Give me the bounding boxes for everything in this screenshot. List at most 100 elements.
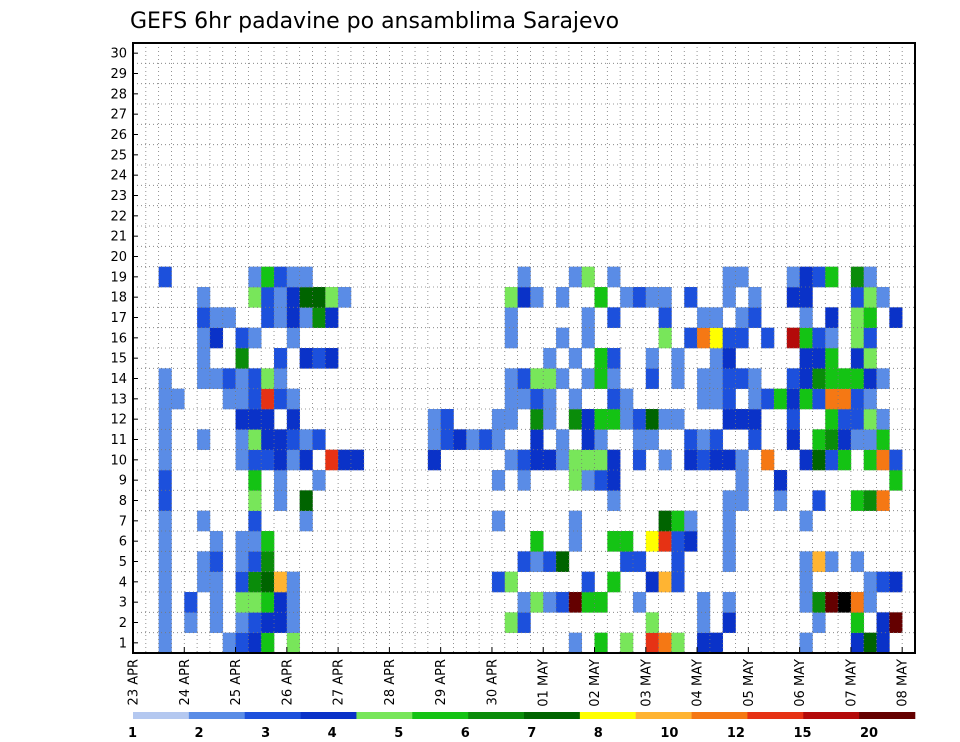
heatmap-cell <box>825 449 839 471</box>
y-tick-label: 20 <box>110 250 127 265</box>
y-tick-label: 22 <box>110 209 127 224</box>
heatmap-cell <box>274 368 288 389</box>
heatmap-cell <box>697 612 711 633</box>
heatmap-cell <box>209 592 224 613</box>
heatmap-cell <box>607 531 621 552</box>
heatmap-cell <box>863 632 877 654</box>
heatmap-cell <box>209 551 224 572</box>
heatmap-cell <box>761 388 775 410</box>
heatmap-cell <box>568 531 582 552</box>
heatmap-cell <box>607 490 621 511</box>
heatmap-cell <box>158 490 172 511</box>
heatmap-cell <box>158 592 172 613</box>
heatmap-cell <box>197 348 211 369</box>
heatmap-cell <box>530 368 544 389</box>
heatmap-cell <box>568 409 582 430</box>
heatmap-cell <box>863 388 877 410</box>
heatmap-cell <box>863 327 877 349</box>
y-tick-label: 17 <box>110 311 127 326</box>
heatmap-cell <box>517 551 531 572</box>
heatmap-cell <box>158 449 172 471</box>
colorbar-label: 8 <box>594 726 603 741</box>
heatmap-cell <box>645 348 659 369</box>
heatmap-cell <box>248 266 262 288</box>
colorbar-label: 3 <box>261 726 270 741</box>
heatmap-cell <box>184 612 198 633</box>
heatmap-cell <box>261 307 275 328</box>
heatmap-cell <box>248 571 262 593</box>
heatmap-cell <box>158 612 172 633</box>
heatmap-cell <box>658 307 672 328</box>
heatmap-cell <box>889 307 903 328</box>
heatmap-cell <box>786 409 800 430</box>
heatmap-cell <box>671 571 685 593</box>
heatmap-cell <box>261 449 275 471</box>
heatmap-cell <box>556 592 570 613</box>
heatmap-cell <box>684 327 698 349</box>
heatmap-cell <box>235 571 249 593</box>
heatmap-cell <box>709 307 724 328</box>
heatmap-cell <box>222 388 236 410</box>
heatmap-cell <box>850 490 865 511</box>
heatmap-cell <box>735 490 749 511</box>
heatmap-cell <box>773 388 788 410</box>
plot-frame <box>132 42 916 654</box>
heatmap-cell <box>530 551 544 572</box>
heatmap-cell <box>286 327 300 349</box>
heatmap-cell <box>325 287 339 308</box>
heatmap-cells <box>158 266 903 654</box>
heatmap-cell <box>209 612 224 633</box>
heatmap-cell <box>607 307 621 328</box>
heatmap-cell <box>197 368 211 389</box>
heatmap-cell <box>299 348 313 369</box>
chart-title: GEFS 6hr padavine po ansamblima Sarajevo <box>130 9 619 34</box>
heatmap-cell <box>581 470 595 491</box>
y-tick-label: 1 <box>119 636 127 651</box>
y-tick-label: 30 <box>110 47 127 62</box>
x-tick-label: 27 APR <box>332 659 347 705</box>
heatmap-cell <box>286 592 300 613</box>
heatmap-cell <box>658 409 672 430</box>
heatmap-cell <box>504 571 518 593</box>
heatmap-cell <box>748 368 762 389</box>
heatmap-cell <box>722 592 736 613</box>
heatmap-cell <box>607 409 621 430</box>
heatmap-cell <box>197 551 211 572</box>
y-tick-label: 26 <box>110 128 127 143</box>
x-tick-label: 28 APR <box>383 659 398 705</box>
colorbar-label: 1 <box>128 726 137 741</box>
heatmap-cell <box>838 449 852 471</box>
heatmap-cell <box>556 327 570 349</box>
heatmap-cell <box>517 287 531 308</box>
heatmap-cell <box>684 287 698 308</box>
heatmap-cell <box>197 571 211 593</box>
heatmap-cell <box>504 409 518 430</box>
heatmap-cell <box>556 368 570 389</box>
heatmap-cell <box>863 287 877 308</box>
heatmap-cell <box>299 449 313 471</box>
heatmap-cell <box>735 470 749 491</box>
heatmap-cell <box>645 409 659 430</box>
heatmap-cell <box>248 287 262 308</box>
heatmap-cell <box>709 348 724 369</box>
heatmap-cell <box>274 388 288 410</box>
heatmap-cell <box>658 632 672 654</box>
heatmap-cell <box>530 531 544 552</box>
heatmap-cell <box>812 490 826 511</box>
heatmap-cell <box>274 429 288 450</box>
heatmap-cell <box>825 429 839 450</box>
heatmap-cell <box>786 287 800 308</box>
colorbar-label: 10 <box>660 726 678 741</box>
heatmap-cell <box>812 368 826 389</box>
heatmap-cell <box>799 510 813 532</box>
heatmap-cell <box>863 490 877 511</box>
heatmap-cell <box>274 307 288 328</box>
heatmap-cell <box>632 449 647 471</box>
y-tick-label: 24 <box>110 169 127 184</box>
heatmap-cell <box>209 307 224 328</box>
heatmap-cell <box>786 327 800 349</box>
colorbar-label: 2 <box>195 726 204 741</box>
heatmap-cell <box>722 510 736 532</box>
heatmap-cell <box>325 449 339 471</box>
colorbar-swatch <box>859 712 916 719</box>
